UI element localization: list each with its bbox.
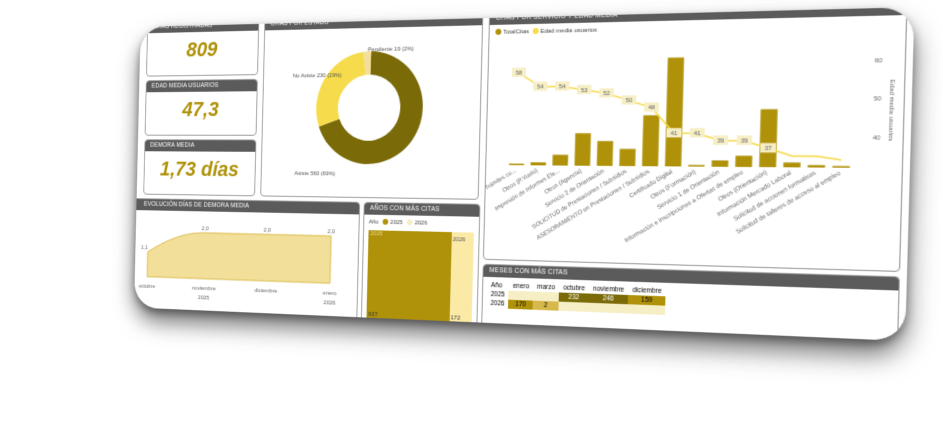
age-label: 54 bbox=[559, 84, 566, 91]
demora-year-label: 2026 bbox=[323, 300, 335, 307]
treemap-2025: 2025 637 bbox=[366, 230, 451, 323]
donut-label: Pendiente 19 (2%) bbox=[368, 46, 414, 53]
y2-tick: 60 bbox=[875, 58, 883, 65]
demora-x-label: diciembre bbox=[254, 288, 277, 295]
service-bar bbox=[759, 109, 777, 167]
treemap-value: 637 bbox=[368, 312, 377, 318]
kpi-card-citas: CITAS REGISTRADAS 809 bbox=[146, 18, 259, 76]
service-bar bbox=[783, 162, 800, 167]
donut-chart: Asiste 560 (69%) No Asiste 230 (29%) Pendi… bbox=[261, 25, 482, 199]
table-cell bbox=[588, 303, 627, 314]
service-bar bbox=[642, 115, 659, 166]
dashboard-perspective: CITAS REGISTRADAS 809 EDAD MEDIA USUARIO… bbox=[134, 7, 914, 341]
kpi-value: 809 bbox=[147, 36, 258, 62]
treemap-label: 2025 bbox=[370, 231, 382, 237]
kpi-value: 1,73 días bbox=[144, 157, 255, 182]
estado-card: CITAS POR ESTADO Asiste 560 (69%) No Asis… bbox=[260, 12, 483, 200]
donut-label: No Asiste 230 (29%) bbox=[293, 73, 342, 80]
table-cell: 2 bbox=[533, 301, 559, 311]
age-label: 41 bbox=[670, 131, 677, 138]
legend-label: 2026 bbox=[415, 220, 428, 226]
age-label: 54 bbox=[537, 84, 544, 90]
demora-point-label: 1,1 bbox=[141, 245, 148, 251]
donut-label: Asiste 560 (69%) bbox=[294, 171, 335, 178]
service-bar bbox=[575, 133, 591, 166]
donut-slice bbox=[316, 52, 366, 127]
y2-tick: 50 bbox=[874, 96, 882, 103]
kpi-card-edad: EDAD MEDIA USUARIOS 47,3 bbox=[145, 79, 258, 136]
age-label: 53 bbox=[581, 88, 588, 95]
kpi-title: DEMORA MEDIA bbox=[145, 140, 255, 152]
demora-x-label: enero bbox=[323, 290, 337, 297]
kpi-value: 47,3 bbox=[146, 97, 257, 122]
legend-dot-icon bbox=[383, 219, 389, 225]
service-bar bbox=[509, 164, 524, 166]
age-label: 39 bbox=[741, 138, 748, 145]
combo-chart: 58 54 54 53 52 50 48 41 41 39 39 37 60 50 40 Edad media… bbox=[484, 17, 906, 271]
legend-title: Año bbox=[369, 219, 379, 225]
service-bar bbox=[665, 57, 684, 166]
area-chart: 1,1 2,0 2,0 2,0 octubre noviembre diciembre ene… bbox=[134, 210, 359, 323]
demora-year-label: 2025 bbox=[198, 295, 209, 301]
demora-x-label: octubre bbox=[139, 284, 156, 290]
table-cell bbox=[628, 304, 666, 315]
demora-card: EVOLUCIÓN DÍAS DE DEMORA MEDIA 1,1 2,0 2,0… bbox=[134, 198, 360, 324]
treemap-2026: 2026 172 bbox=[450, 232, 474, 324]
age-label: 52 bbox=[603, 91, 610, 98]
anos-card: AÑOS CON MÁS CITAS Año 2025 2026 2025 63… bbox=[361, 202, 481, 330]
age-label: 58 bbox=[515, 70, 522, 76]
legend-dot-icon bbox=[407, 219, 413, 225]
service-bar bbox=[531, 162, 546, 165]
table-cell bbox=[559, 302, 589, 312]
age-label: 39 bbox=[717, 138, 724, 145]
demora-point-label: 2,0 bbox=[327, 229, 335, 235]
treemap-label: 2026 bbox=[453, 237, 466, 243]
age-label: 37 bbox=[764, 146, 771, 153]
kpi-title: EDAD MEDIA USUARIOS bbox=[146, 80, 256, 92]
y2-tick: 40 bbox=[873, 135, 881, 142]
service-bar bbox=[619, 149, 635, 166]
demora-point-label: 2,0 bbox=[264, 227, 271, 233]
y2-axis-label: Edad media usuarios bbox=[886, 80, 895, 142]
servicio-card: CITAS POR SERVICIO Y EDAD MEDIA TotalCit… bbox=[483, 7, 908, 272]
demora-x-label: noviembre bbox=[192, 286, 216, 293]
service-bar bbox=[808, 165, 825, 168]
service-bar bbox=[735, 156, 752, 167]
table-cell: 2026 bbox=[487, 299, 509, 309]
anos-legend: Año 2025 2026 bbox=[369, 219, 428, 227]
legend-label: 2025 bbox=[390, 220, 403, 226]
age-label: 41 bbox=[694, 131, 701, 138]
treemap-value: 172 bbox=[451, 315, 461, 321]
demora-area bbox=[147, 231, 331, 283]
table-cell: 170 bbox=[508, 300, 532, 310]
service-bar bbox=[688, 165, 704, 167]
kpi-title: CITAS REGISTRADAS bbox=[148, 19, 259, 33]
demora-point-label: 2,0 bbox=[202, 226, 209, 232]
service-bar bbox=[712, 160, 729, 166]
age-label: 50 bbox=[625, 98, 632, 105]
service-bar bbox=[832, 166, 849, 168]
service-bar bbox=[552, 155, 568, 166]
meses-card: MESES CON MÁS CITAS Año enero marzo octubre… bbox=[481, 264, 900, 341]
meses-table: Año enero marzo octubre noviembre diciembre 20… bbox=[487, 281, 667, 315]
age-label: 48 bbox=[648, 105, 655, 112]
kpi-card-demora: DEMORA MEDIA 1,73 días bbox=[143, 139, 256, 196]
anos-title: AÑOS CON MÁS CITAS bbox=[364, 203, 479, 217]
dashboard: CITAS REGISTRADAS 809 EDAD MEDIA USUARIO… bbox=[134, 7, 914, 341]
service-bar bbox=[597, 141, 613, 166]
